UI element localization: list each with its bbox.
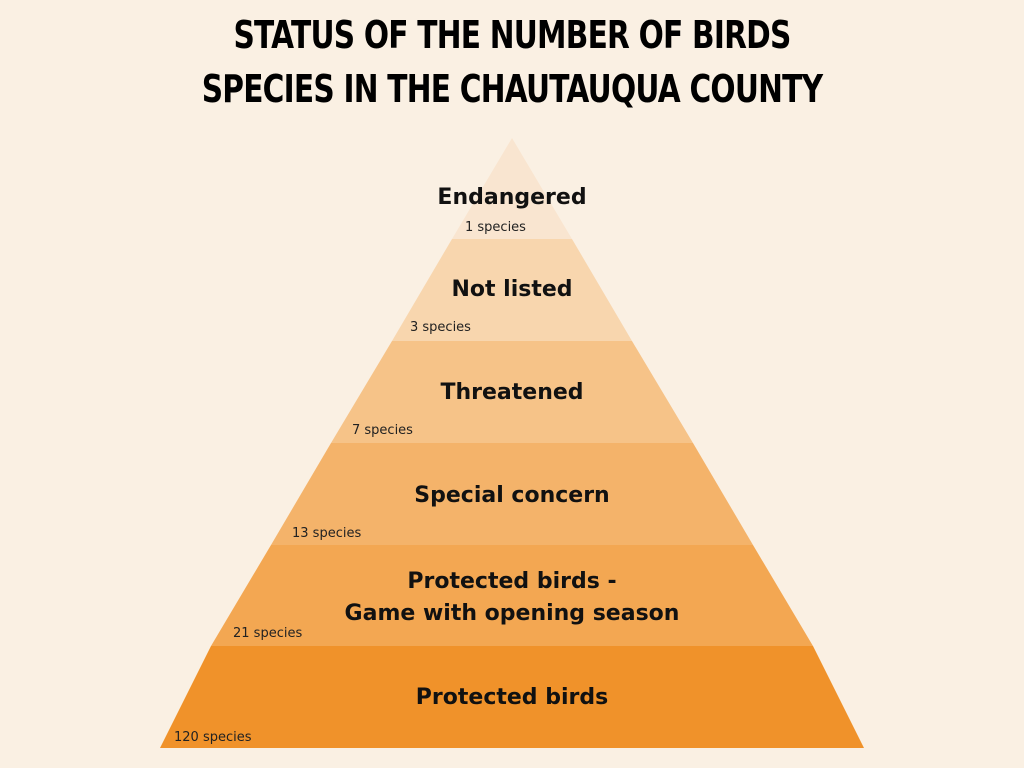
tier-label-game-line-2: Game with opening season (344, 601, 680, 626)
tier-count-protected: 120 species (174, 730, 252, 745)
tier-label-game-line-1: Protected birds - (407, 569, 617, 594)
tier-label-threatened: Threatened (440, 380, 584, 405)
tier-label-endangered: Endangered (437, 185, 587, 210)
tier-count-game: 21 species (233, 626, 303, 641)
pyramid-tier-protected (160, 646, 864, 748)
pyramid-tier-threatened (331, 341, 693, 443)
pyramid-tier-special-concern (271, 443, 753, 545)
tier-label-not-listed: Not listed (451, 277, 573, 302)
tier-label-protected: Protected birds (415, 685, 609, 710)
title-line-2: SPECIES IN THE CHAUTAUQUA COUNTY (201, 67, 823, 111)
title-line-1: STATUS OF THE NUMBER OF BIRDS (233, 13, 791, 57)
page-title: STATUS OF THE NUMBER OF BIRDS SPECIES IN… (113, 8, 912, 116)
tier-count-special-concern: 13 species (292, 526, 362, 541)
tier-count-endangered: 1 species (465, 220, 526, 235)
tier-count-not-listed: 3 species (410, 320, 471, 335)
tier-count-threatened: 7 species (352, 423, 413, 438)
pyramid-tier-game (211, 545, 813, 646)
pyramid-tier-endangered (452, 138, 572, 239)
pyramid-tier-not-listed (392, 239, 632, 341)
tier-label-special-concern: Special concern (414, 483, 610, 508)
